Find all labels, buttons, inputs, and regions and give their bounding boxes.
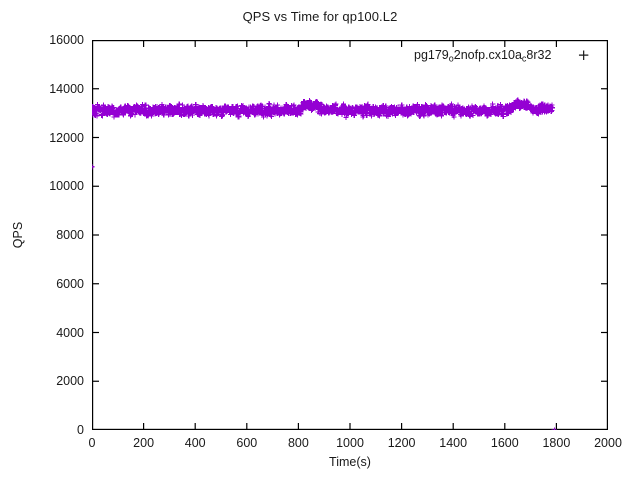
y-axis-tick-labels: 0 2000 4000 6000 8000 10000 12000 14000 16000 [0, 33, 84, 437]
x-tick-label: 800 [287, 436, 309, 450]
x-tick-label: 200 [133, 436, 155, 450]
chart-legend: pg179o2nofp.cx10ac8r32 + [414, 46, 590, 65]
legend-label-suffix: 8r32 [526, 48, 552, 62]
x-tick-label: 600 [236, 436, 258, 450]
legend-label-mid: 2nofp.cx10a [453, 48, 522, 62]
axis-ticks [92, 40, 608, 430]
y-tick-label: 8000 [56, 228, 84, 242]
x-tick-label: 2000 [594, 436, 622, 450]
y-tick-label: 12000 [49, 130, 84, 145]
y-tick-label: 16000 [49, 33, 84, 47]
legend-label-prefix: pg179 [414, 48, 449, 62]
legend-marker-plus-icon: + [577, 46, 590, 65]
plot-border [92, 40, 608, 430]
plot-area: pg179o2nofp.cx10ac8r32 + [92, 40, 608, 430]
x-tick-label: 1200 [387, 436, 416, 450]
x-tick-label: 1000 [336, 436, 364, 450]
y-axis-label: QPS [11, 221, 25, 249]
x-tick-label: 400 [184, 436, 206, 450]
x-tick-label: 0 [88, 436, 96, 450]
data-series-points [92, 98, 557, 430]
page-title: QPS vs Time for qp100.L2 [242, 9, 398, 24]
axis-frame [92, 40, 608, 430]
x-tick-label: 1600 [490, 436, 519, 450]
y-tick-label: 0 [77, 423, 84, 437]
y-tick-label: 14000 [49, 81, 84, 96]
legend-entry-label: pg179o2nofp.cx10ac8r32 [414, 48, 551, 63]
plot-frame-and-data [92, 40, 608, 430]
y-tick-label: 6000 [56, 276, 84, 291]
legend-label-sub-c: c [521, 53, 527, 64]
x-axis-label: Time(s) [329, 455, 371, 469]
x-axis-tick-labels: 0 200 400 600 800 1000 1200 1400 1600 1800 2000 [88, 436, 622, 456]
y-tick-label: 2000 [56, 374, 84, 389]
legend-label-sub-o: o [448, 53, 454, 64]
x-tick-label: 1800 [542, 436, 571, 450]
x-tick-label: 1400 [439, 436, 468, 450]
y-tick-label: 10000 [49, 179, 84, 194]
y-tick-label: 4000 [56, 325, 84, 340]
